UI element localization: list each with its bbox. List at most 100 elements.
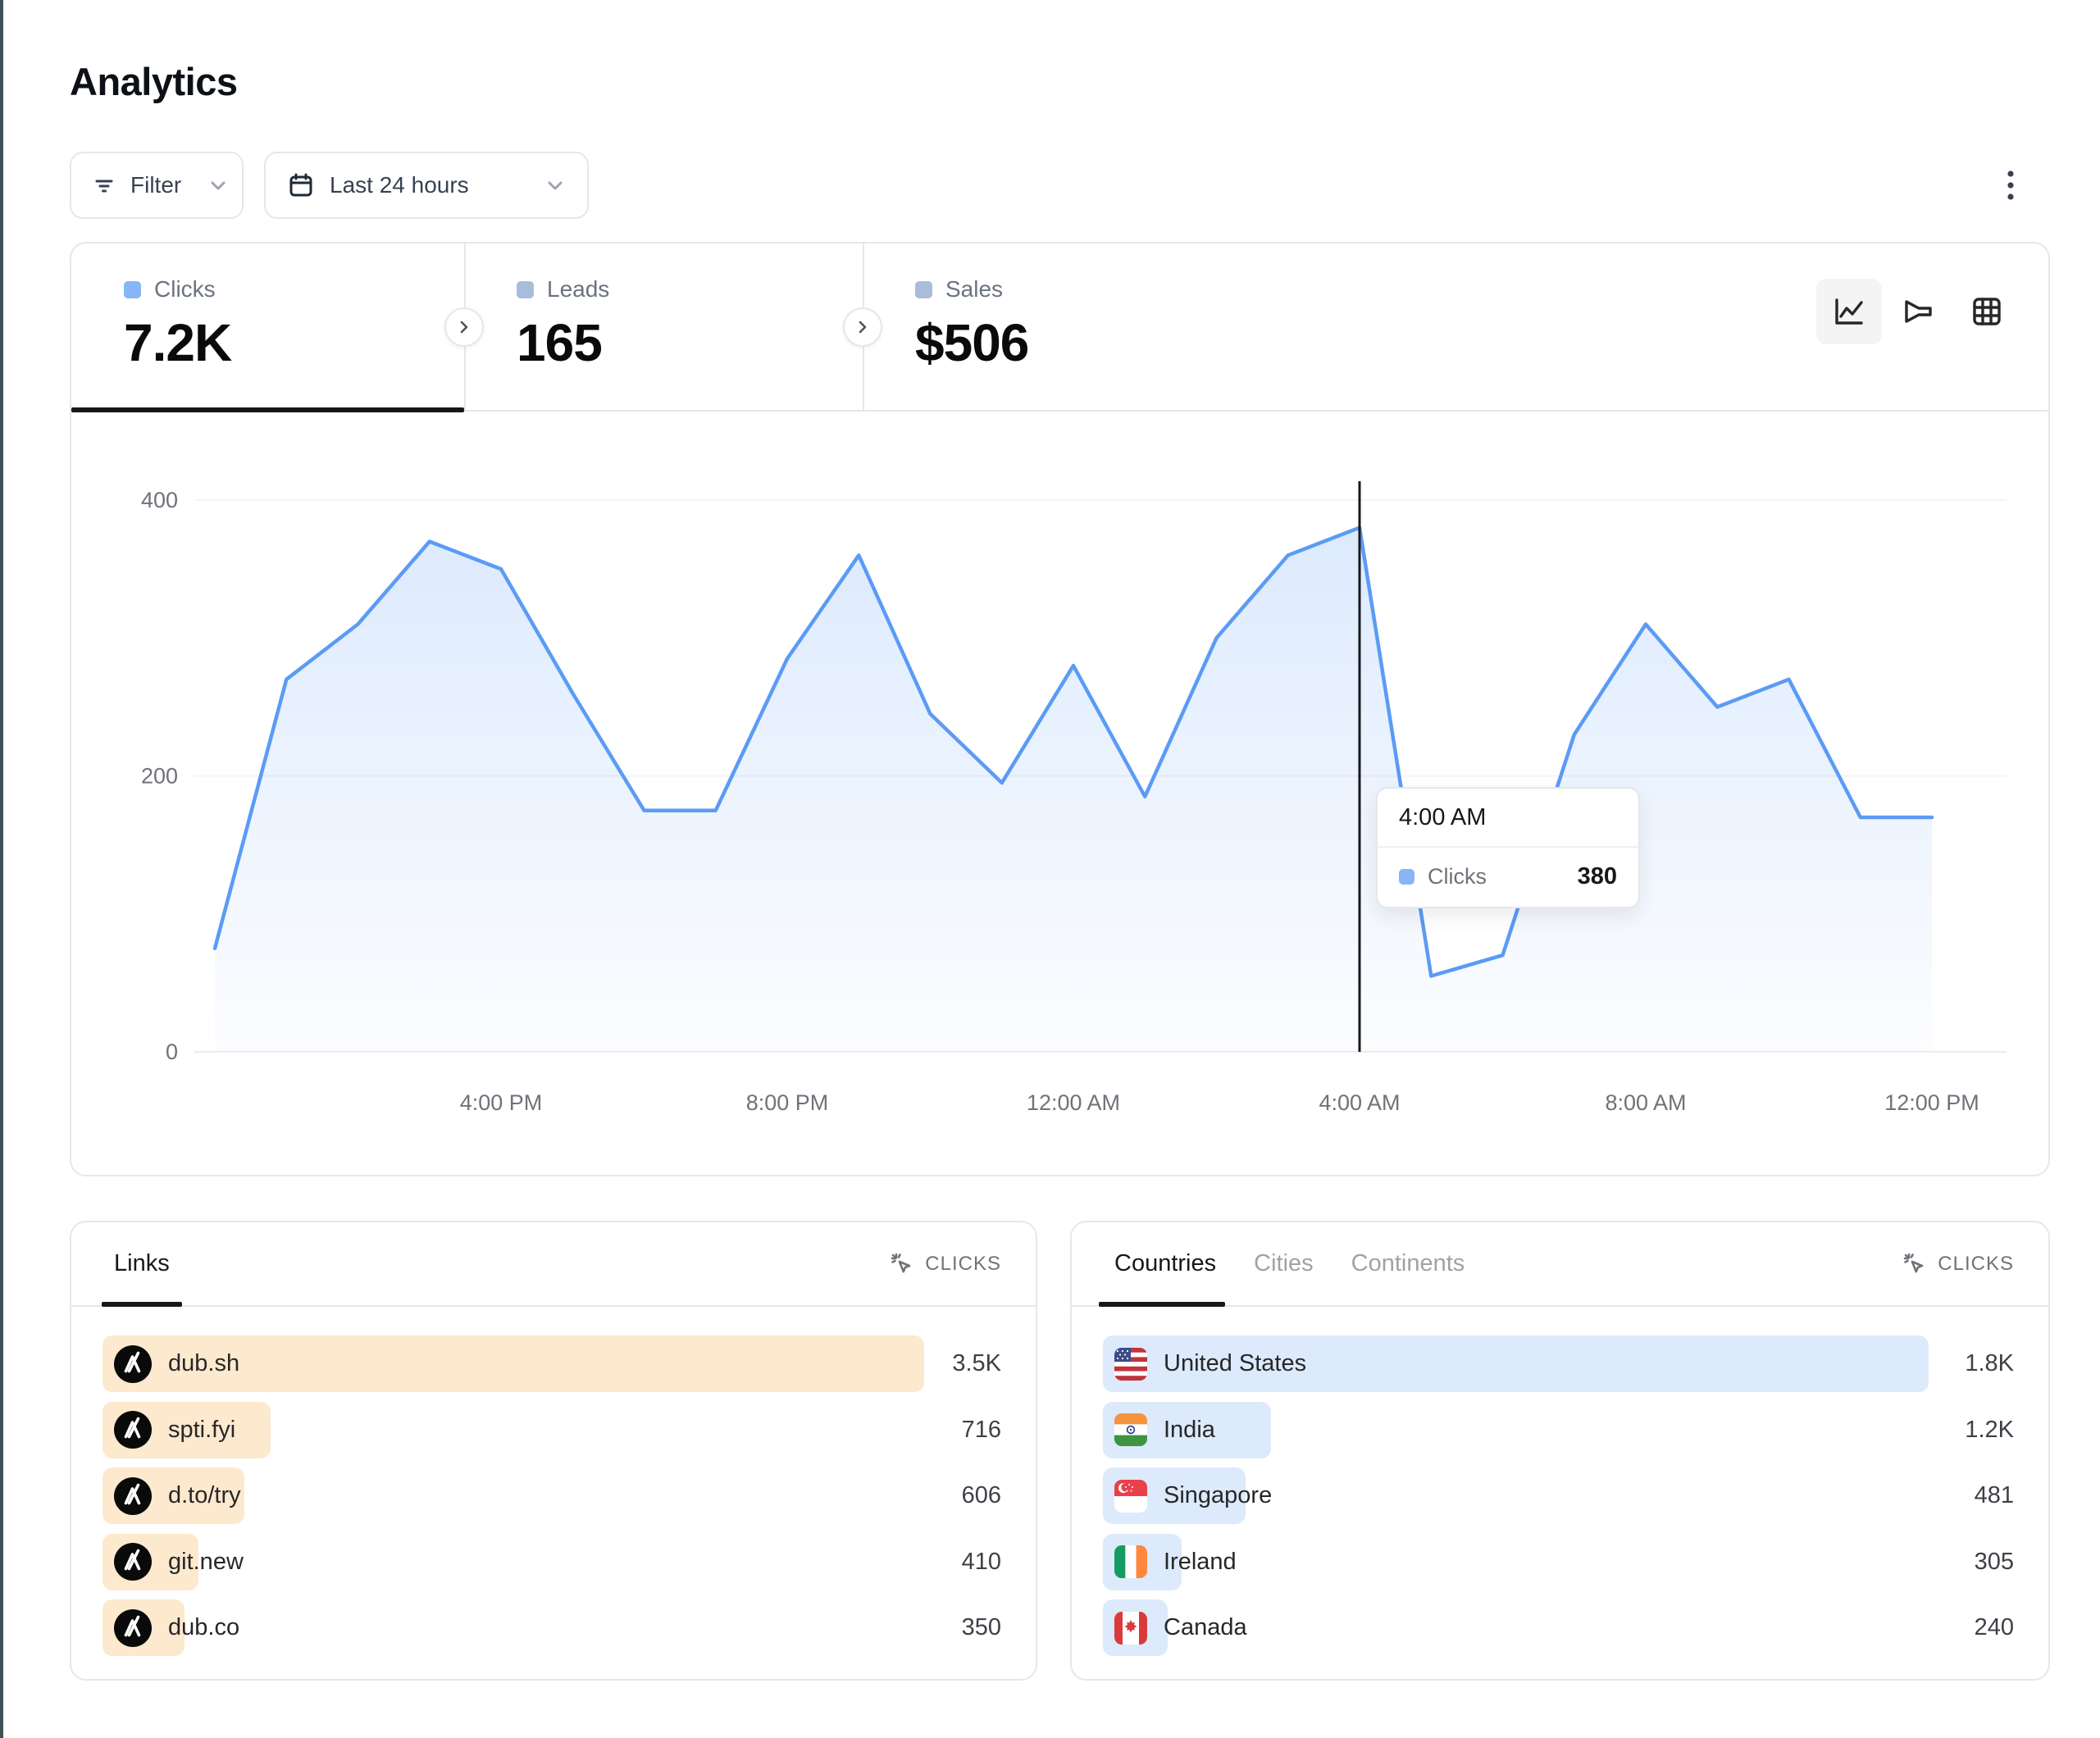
link-clicks-value: 606 [961,1482,1001,1509]
area-chart-canvas[interactable]: 0 200 400 4:00 PM 8:00 PM 12:00 AM 4:00 AM 8:00… [71,412,2052,1178]
link-label: dub.co [168,1614,240,1641]
cursor-click-icon [1902,1251,1928,1277]
links-panel-header: Links CLICKS [71,1222,1036,1307]
date-range-button[interactable]: Last 24 hours [264,152,589,219]
ca-flag-icon [1114,1611,1147,1645]
country-clicks-value: 305 [1974,1548,2014,1575]
country-row[interactable]: Canada 240 [1103,1599,2014,1657]
country-clicks-bar [1103,1335,1929,1392]
link-label: git.new [168,1548,244,1575]
us-flag-icon [1114,1347,1147,1381]
filter-button[interactable]: Filter [70,152,244,219]
leads-total-value: 165 [517,313,603,372]
country-label: United States [1164,1350,1307,1376]
calendar-icon [287,171,315,199]
stat-label: Clicks [154,276,216,302]
funnel-icon [1905,300,1932,323]
more-menu-button[interactable] [1983,157,2039,213]
clicks-area-fill [215,527,1932,1052]
sales-swatch-icon [915,280,932,298]
table-grid-icon [1973,298,2001,325]
links-tab-underline [102,1302,182,1307]
link-clicks-value: 410 [961,1548,1001,1575]
active-tab-underline [71,407,464,412]
links-panel: Links CLICKS dub.sh 3.5K spti.fyi 716 d.to/t… [70,1221,1037,1681]
country-label: Canada [1164,1614,1247,1641]
tab-countries[interactable]: Countries [1114,1250,1217,1276]
country-row[interactable]: United States 1.8K [1103,1335,2014,1392]
tooltip-series-label: Clicks [1428,863,1487,889]
y-axis-tick-label: 0 [166,1040,178,1064]
x-axis-tick-label: 12:00 AM [1027,1090,1120,1115]
x-axis-tick-label: 12:00 PM [1884,1090,1979,1115]
link-clicks-value: 350 [961,1614,1001,1641]
country-clicks-value: 481 [1974,1482,2014,1509]
link-row[interactable]: dub.sh 3.5K [102,1335,1001,1392]
link-clicks-bar [102,1335,924,1392]
country-row[interactable]: Singapore 481 [1103,1467,2014,1525]
link-clicks-value: 3.5K [952,1350,1001,1376]
link-row[interactable]: git.new 410 [102,1533,1001,1590]
x-axis-tick-label: 4:00 AM [1319,1090,1400,1115]
dub-logo-icon [114,1411,152,1449]
y-axis-tick-label: 400 [141,488,178,512]
country-label: Ireland [1164,1548,1237,1575]
country-label: Singapore [1164,1482,1273,1509]
funnel-view-button[interactable] [1885,279,1951,344]
stats-row: Clicks 7.2K Leads 165 Sales $506 [71,243,2048,412]
line-chart-icon [1835,298,1863,325]
tab-links[interactable]: Links [114,1250,170,1276]
filter-lines-icon [91,172,117,198]
countries-metric-label: CLICKS [1938,1252,2014,1275]
tooltip-series-swatch-icon [1399,868,1414,885]
countries-panel-header: Countries Cities Continents CLICKS [1072,1222,2048,1307]
clicks-swatch-icon [124,280,141,298]
chevron-right-icon [460,321,468,334]
link-clicks-value: 716 [961,1416,1001,1443]
stat-tab-leads[interactable]: Leads 165 [464,243,863,412]
link-row[interactable]: d.to/try 606 [102,1467,1001,1525]
expand-leads-button[interactable] [444,307,484,347]
stat-label: Leads [547,276,610,302]
y-axis-tick-label: 200 [141,764,178,789]
tab-continents[interactable]: Continents [1351,1250,1465,1276]
chart-tooltip: 4:00 AM Clicks 380 [1376,787,1640,908]
line-chart-view-button[interactable] [1816,279,1882,344]
tab-cities[interactable]: Cities [1254,1250,1314,1276]
countries-panel: Countries Cities Continents CLICKS United … [1070,1221,2050,1681]
link-label: d.to/try [168,1482,241,1509]
chart-view-switcher [1816,279,2020,344]
clicks-time-series-chart[interactable]: 0 200 400 4:00 PM 8:00 PM 12:00 AM 4:00 AM 8:00… [71,412,2052,1178]
ie-flag-icon [1114,1545,1147,1579]
in-flag-icon [1114,1413,1147,1447]
chevron-down-icon [544,175,566,196]
leads-swatch-icon [517,280,534,298]
x-axis-tick-label: 4:00 PM [460,1090,543,1115]
filter-button-label: Filter [130,172,182,198]
countries-tab-underline [1099,1302,1225,1307]
link-label: dub.sh [168,1350,240,1376]
x-axis-tick-label: 8:00 AM [1605,1090,1686,1115]
dub-logo-icon [114,1344,152,1383]
dub-logo-icon [114,1608,152,1647]
link-row[interactable]: dub.co 350 [102,1599,1001,1657]
stat-tab-clicks[interactable]: Clicks 7.2K [71,243,464,412]
country-clicks-value: 1.2K [1965,1416,2014,1443]
country-clicks-value: 1.8K [1965,1350,2014,1376]
sales-total-value: $506 [915,313,1029,372]
dub-logo-icon [114,1476,152,1515]
page-left-accent-edge [0,0,3,1738]
links-metric-label: CLICKS [925,1252,1001,1275]
stat-tab-sales[interactable]: Sales $506 [863,243,1261,412]
kebab-menu-icon [1994,166,2027,205]
expand-sales-button[interactable] [843,307,882,347]
link-row[interactable]: spti.fyi 716 [102,1401,1001,1458]
chevron-right-icon [859,321,867,334]
country-row[interactable]: India 1.2K [1103,1401,2014,1458]
country-row[interactable]: Ireland 305 [1103,1533,2014,1590]
link-label: spti.fyi [168,1416,236,1443]
analytics-card: Clicks 7.2K Leads 165 Sales $506 [70,242,2050,1176]
sg-flag-icon [1114,1479,1147,1513]
country-clicks-value: 240 [1974,1614,2014,1641]
table-view-button[interactable] [1954,279,2020,344]
